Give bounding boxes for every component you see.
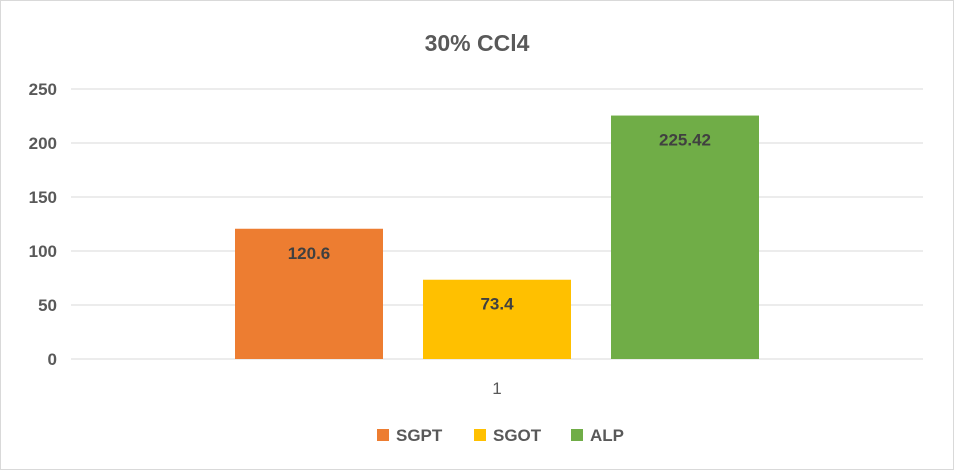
bar-alp: [611, 115, 759, 359]
y-tick-label: 250: [29, 80, 57, 99]
legend-swatch-sgpt: [377, 429, 389, 441]
data-labels: 120.6 73.4 225.42: [288, 131, 711, 314]
legend-label-alp: ALP: [590, 426, 624, 445]
bars: [235, 115, 759, 359]
y-tick-label: 50: [38, 296, 57, 315]
chart-title: 30% CCl4: [425, 30, 530, 56]
y-tick-label: 100: [29, 242, 57, 261]
data-label-alp: 225.42: [659, 131, 711, 150]
legend: SGPT SGOT ALP: [377, 426, 624, 445]
legend-swatch-sgot: [474, 429, 486, 441]
bar-sgot: [423, 279, 571, 359]
y-tick-label: 200: [29, 134, 57, 153]
legend-label-sgot: SGOT: [493, 426, 542, 445]
y-tick-label: 150: [29, 188, 57, 207]
x-axis-categories: 1: [492, 379, 501, 398]
data-label-sgot: 73.4: [480, 295, 514, 314]
legend-swatch-alp: [571, 429, 583, 441]
y-tick-label: 0: [48, 350, 57, 369]
y-axis-ticks: 0 50 100 150 200 250: [29, 80, 57, 369]
x-category-label: 1: [492, 379, 501, 398]
gridlines: [71, 88, 923, 360]
data-label-sgpt: 120.6: [288, 244, 331, 263]
bar-sgpt: [235, 228, 383, 359]
legend-label-sgpt: SGPT: [396, 426, 443, 445]
